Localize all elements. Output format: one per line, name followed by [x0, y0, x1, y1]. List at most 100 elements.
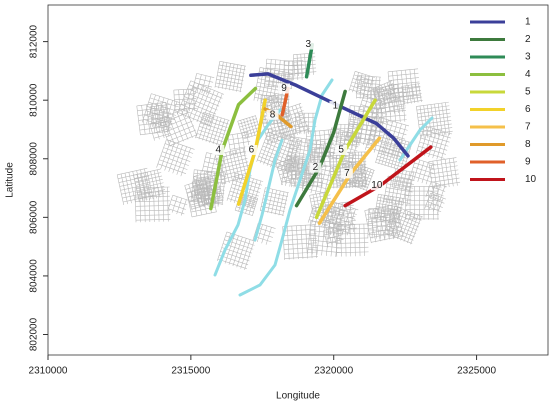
street	[387, 176, 393, 204]
street	[191, 211, 217, 218]
street	[328, 139, 359, 148]
street	[280, 172, 303, 179]
street	[188, 189, 214, 198]
street	[408, 85, 412, 104]
street	[190, 200, 224, 205]
street	[236, 65, 242, 92]
street	[283, 242, 318, 246]
street	[288, 61, 290, 81]
street	[277, 60, 281, 88]
street	[300, 225, 304, 259]
street	[152, 128, 170, 134]
street	[117, 167, 148, 176]
route	[304, 42, 315, 79]
street	[414, 84, 419, 103]
street	[291, 158, 298, 181]
street	[285, 136, 292, 171]
street	[429, 165, 458, 171]
street	[135, 218, 171, 221]
street	[284, 168, 314, 175]
street	[149, 104, 170, 108]
street	[349, 120, 379, 129]
street	[406, 215, 419, 244]
route-label-bg	[302, 39, 315, 50]
street	[162, 151, 191, 162]
street	[384, 198, 411, 204]
street	[445, 102, 451, 136]
street	[200, 170, 205, 203]
street	[221, 171, 251, 180]
street	[437, 197, 444, 214]
street	[355, 71, 375, 78]
street	[440, 133, 450, 161]
street	[171, 196, 178, 213]
street	[146, 171, 154, 200]
street	[307, 249, 341, 253]
street	[135, 214, 171, 216]
street	[122, 191, 153, 199]
street	[279, 121, 308, 131]
legend-label: 9	[525, 157, 531, 168]
street	[197, 129, 224, 139]
street	[280, 156, 287, 186]
street	[402, 170, 407, 190]
route-label-bg	[212, 144, 225, 155]
street	[239, 65, 246, 93]
street	[195, 77, 214, 83]
street	[229, 190, 258, 200]
street	[391, 168, 396, 188]
street	[392, 88, 396, 123]
street	[375, 100, 382, 120]
street	[248, 179, 258, 208]
street	[395, 125, 407, 160]
river	[253, 138, 284, 242]
street	[162, 105, 166, 126]
street	[197, 170, 202, 203]
street	[193, 179, 226, 184]
street	[388, 85, 395, 114]
street	[166, 139, 195, 150]
street	[205, 115, 215, 142]
street	[188, 89, 190, 112]
route-label: 3	[306, 39, 312, 50]
street	[319, 165, 327, 196]
route-label: 2	[313, 162, 319, 173]
street	[288, 107, 298, 135]
street	[325, 222, 330, 256]
street	[298, 186, 328, 194]
street	[415, 158, 437, 166]
legend-label: 8	[525, 139, 531, 150]
street	[376, 158, 406, 169]
street	[166, 125, 195, 138]
street	[374, 89, 378, 124]
street	[167, 129, 196, 142]
street	[246, 118, 253, 137]
street	[334, 208, 341, 226]
street	[372, 83, 401, 90]
street	[296, 225, 299, 260]
street	[275, 163, 283, 186]
street	[436, 160, 442, 189]
street	[157, 169, 164, 197]
street	[404, 85, 409, 105]
street	[255, 89, 289, 97]
street	[428, 157, 457, 162]
street	[392, 85, 399, 113]
street	[384, 232, 413, 244]
street	[372, 80, 392, 89]
street	[398, 170, 404, 189]
street	[251, 180, 262, 209]
street	[336, 246, 369, 249]
street	[300, 177, 330, 186]
street	[284, 164, 314, 171]
street	[139, 187, 141, 223]
street	[261, 225, 268, 244]
street	[158, 107, 187, 120]
legend-label: 4	[525, 69, 531, 80]
street	[344, 224, 347, 257]
route-label-bg	[245, 144, 258, 155]
street	[192, 186, 225, 191]
street	[203, 111, 230, 121]
street	[311, 53, 314, 75]
street	[367, 76, 370, 100]
